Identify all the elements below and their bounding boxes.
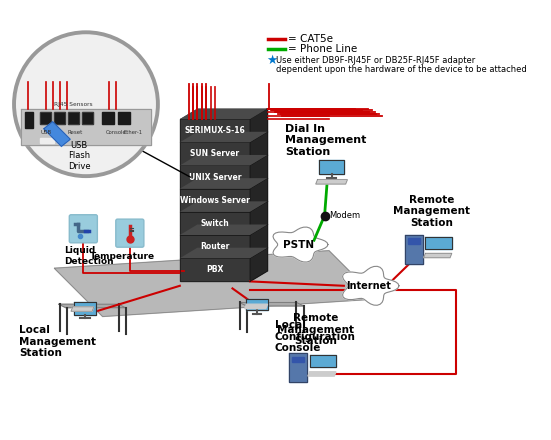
Polygon shape: [180, 212, 250, 235]
Polygon shape: [180, 165, 250, 189]
Polygon shape: [74, 302, 96, 315]
Polygon shape: [320, 160, 344, 174]
Polygon shape: [180, 235, 250, 258]
Polygon shape: [180, 109, 268, 119]
Polygon shape: [425, 237, 452, 249]
Text: Remote
Management
Station: Remote Management Station: [393, 194, 470, 228]
Text: Console: Console: [105, 130, 126, 135]
Polygon shape: [273, 227, 328, 262]
Text: RJ45 Sensors: RJ45 Sensors: [55, 102, 93, 107]
Polygon shape: [250, 224, 268, 258]
Text: Temperature: Temperature: [90, 253, 155, 261]
Text: SERIMUX-S-16: SERIMUX-S-16: [185, 126, 245, 135]
FancyBboxPatch shape: [69, 215, 98, 243]
Polygon shape: [180, 155, 268, 165]
Polygon shape: [180, 224, 268, 235]
Polygon shape: [408, 238, 420, 244]
Polygon shape: [308, 372, 336, 376]
Polygon shape: [40, 139, 55, 143]
Polygon shape: [55, 112, 65, 125]
Text: Modem: Modem: [329, 211, 360, 220]
Text: PSTN: PSTN: [283, 239, 314, 249]
Polygon shape: [25, 112, 33, 128]
Polygon shape: [250, 155, 268, 189]
Polygon shape: [59, 304, 126, 308]
Polygon shape: [240, 302, 304, 306]
Polygon shape: [292, 357, 304, 362]
Text: PBX: PBX: [206, 265, 224, 274]
FancyBboxPatch shape: [116, 219, 144, 247]
Text: Router: Router: [200, 242, 230, 251]
Text: ★: ★: [266, 54, 277, 67]
Circle shape: [14, 32, 158, 176]
Text: Windows Server: Windows Server: [180, 196, 250, 205]
Polygon shape: [316, 180, 347, 184]
Text: UNIX Server: UNIX Server: [188, 172, 241, 182]
Polygon shape: [310, 355, 336, 367]
Polygon shape: [180, 189, 250, 212]
Polygon shape: [424, 253, 452, 258]
Polygon shape: [289, 353, 307, 382]
Text: Use either DB9F-RJ45F or DB25F-RJ45F adapter: Use either DB9F-RJ45F or DB25F-RJ45F ada…: [276, 56, 476, 65]
Polygon shape: [68, 112, 79, 125]
Polygon shape: [250, 109, 268, 142]
Polygon shape: [55, 251, 377, 316]
Polygon shape: [250, 248, 268, 282]
Text: Local
Configuration
Console: Local Configuration Console: [274, 320, 355, 353]
Polygon shape: [117, 112, 130, 125]
Polygon shape: [180, 202, 268, 212]
Polygon shape: [180, 132, 268, 142]
Text: Internet: Internet: [346, 281, 391, 291]
Text: Switch: Switch: [201, 219, 229, 228]
Polygon shape: [245, 304, 268, 308]
Polygon shape: [180, 248, 268, 258]
Polygon shape: [250, 132, 268, 165]
Polygon shape: [250, 178, 268, 212]
Text: dependent upon the hardware of the device to be attached: dependent upon the hardware of the devic…: [276, 65, 527, 73]
Polygon shape: [343, 266, 399, 305]
Polygon shape: [180, 119, 250, 142]
Polygon shape: [21, 109, 151, 146]
Text: Liquid
Detection: Liquid Detection: [64, 246, 114, 266]
Polygon shape: [180, 258, 250, 282]
Polygon shape: [180, 109, 268, 119]
Text: Ether-1: Ether-1: [123, 130, 143, 135]
Text: Remote
Management
Station: Remote Management Station: [277, 313, 354, 346]
Text: USB
Flash
Drive: USB Flash Drive: [68, 141, 90, 171]
Polygon shape: [250, 202, 268, 235]
Text: Dial In
Management
Station: Dial In Management Station: [285, 124, 366, 157]
Polygon shape: [102, 112, 114, 125]
Polygon shape: [83, 112, 93, 125]
Text: Local
Management
Station: Local Management Station: [19, 325, 96, 359]
Polygon shape: [180, 142, 250, 165]
Text: = CAT5e: = CAT5e: [288, 34, 333, 44]
Polygon shape: [246, 299, 268, 310]
Text: = Phone Line: = Phone Line: [288, 44, 357, 54]
Polygon shape: [44, 122, 70, 147]
Polygon shape: [71, 307, 94, 311]
Text: Reset: Reset: [68, 130, 83, 135]
Text: SUN Server: SUN Server: [190, 150, 240, 158]
Polygon shape: [40, 112, 51, 125]
Text: USB: USB: [40, 130, 51, 135]
Polygon shape: [180, 178, 268, 189]
Polygon shape: [406, 235, 423, 264]
